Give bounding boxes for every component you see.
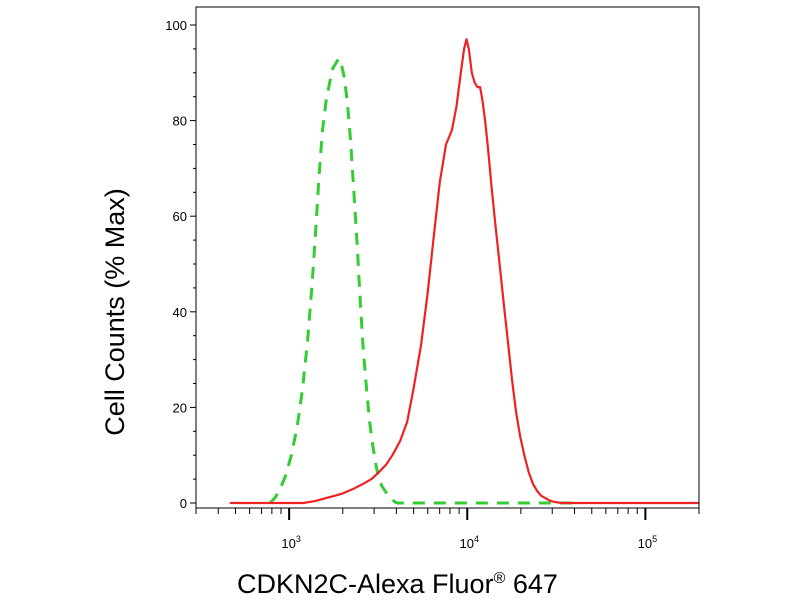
y-tick-label: 40: [173, 305, 187, 320]
x-axis-title-main: CDKN2C-Alexa Fluor: [237, 569, 494, 599]
x-axis-title: CDKN2C-Alexa Fluor® 647: [237, 569, 558, 599]
x-tick-label: 105: [638, 534, 657, 551]
x-tick-label: 104: [460, 534, 479, 551]
x-axis: 103 104 105: [195, 508, 700, 551]
x-axis-title-suffix: 647: [505, 569, 558, 599]
y-tick-label: 0: [180, 496, 187, 511]
series-layer: [229, 38, 699, 505]
x-tick-label: 103: [281, 534, 300, 551]
y-tick-label: 80: [173, 114, 187, 129]
y-axis: 0 20 40 60 80 100: [165, 18, 196, 511]
y-tick-label: 100: [165, 18, 187, 33]
y-axis-title: Cell Counts (% Max): [100, 188, 130, 436]
y-tick-label: 60: [173, 209, 187, 224]
plot-frame: [195, 6, 700, 509]
x-axis-title-registered-mark: ®: [494, 570, 506, 587]
series-line-2: [229, 38, 699, 505]
y-tick-label: 20: [173, 400, 187, 415]
series-line-1: [268, 57, 575, 505]
